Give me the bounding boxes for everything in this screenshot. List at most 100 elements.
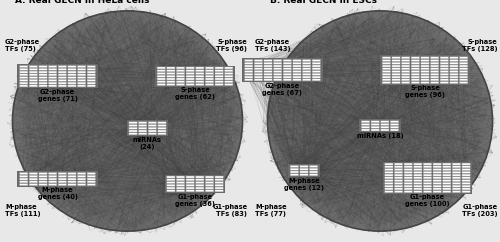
- FancyBboxPatch shape: [148, 133, 156, 135]
- FancyBboxPatch shape: [224, 83, 233, 85]
- FancyBboxPatch shape: [166, 70, 175, 72]
- FancyBboxPatch shape: [274, 65, 282, 67]
- FancyBboxPatch shape: [167, 187, 175, 189]
- FancyBboxPatch shape: [283, 79, 292, 81]
- FancyBboxPatch shape: [430, 62, 439, 64]
- FancyBboxPatch shape: [196, 78, 204, 80]
- FancyBboxPatch shape: [186, 83, 194, 85]
- FancyBboxPatch shape: [380, 126, 389, 128]
- FancyBboxPatch shape: [58, 79, 66, 81]
- FancyBboxPatch shape: [283, 65, 292, 67]
- FancyBboxPatch shape: [29, 74, 38, 76]
- FancyBboxPatch shape: [392, 57, 400, 59]
- Text: S-phase
TFs (96): S-phase TFs (96): [216, 39, 248, 53]
- Text: M-phase
genes (12): M-phase genes (12): [284, 178, 324, 191]
- FancyBboxPatch shape: [48, 74, 57, 76]
- Text: G1-phase
genes (100): G1-phase genes (100): [405, 195, 450, 207]
- FancyBboxPatch shape: [58, 173, 66, 174]
- FancyBboxPatch shape: [462, 169, 470, 171]
- FancyBboxPatch shape: [138, 124, 147, 127]
- FancyBboxPatch shape: [462, 174, 470, 176]
- FancyBboxPatch shape: [87, 178, 96, 180]
- FancyBboxPatch shape: [460, 68, 468, 70]
- Text: G2-phase
TFs (75): G2-phase TFs (75): [5, 39, 40, 53]
- FancyBboxPatch shape: [394, 177, 402, 179]
- Bar: [242, 58, 322, 82]
- FancyBboxPatch shape: [404, 166, 412, 168]
- FancyBboxPatch shape: [176, 70, 184, 72]
- FancyBboxPatch shape: [58, 77, 66, 79]
- FancyBboxPatch shape: [167, 179, 175, 181]
- FancyBboxPatch shape: [20, 66, 28, 68]
- FancyBboxPatch shape: [58, 178, 66, 180]
- FancyBboxPatch shape: [402, 62, 410, 64]
- FancyBboxPatch shape: [87, 181, 96, 183]
- FancyBboxPatch shape: [452, 185, 460, 187]
- FancyBboxPatch shape: [78, 85, 86, 87]
- FancyBboxPatch shape: [39, 178, 47, 180]
- FancyBboxPatch shape: [224, 70, 233, 72]
- FancyBboxPatch shape: [404, 177, 412, 179]
- FancyBboxPatch shape: [138, 130, 147, 132]
- FancyBboxPatch shape: [440, 62, 448, 64]
- FancyBboxPatch shape: [290, 168, 298, 170]
- FancyBboxPatch shape: [215, 176, 223, 178]
- Text: S-phase
genes (96): S-phase genes (96): [405, 85, 445, 98]
- FancyBboxPatch shape: [460, 79, 468, 81]
- FancyBboxPatch shape: [39, 173, 47, 174]
- FancyBboxPatch shape: [157, 67, 166, 69]
- FancyBboxPatch shape: [312, 71, 320, 73]
- FancyBboxPatch shape: [362, 123, 370, 125]
- FancyBboxPatch shape: [176, 182, 184, 183]
- FancyBboxPatch shape: [254, 71, 262, 73]
- FancyBboxPatch shape: [186, 67, 194, 69]
- FancyBboxPatch shape: [244, 73, 253, 75]
- FancyBboxPatch shape: [462, 188, 470, 190]
- FancyBboxPatch shape: [283, 73, 292, 75]
- FancyBboxPatch shape: [196, 75, 204, 77]
- FancyBboxPatch shape: [290, 166, 298, 167]
- FancyBboxPatch shape: [450, 76, 458, 78]
- FancyBboxPatch shape: [158, 130, 166, 132]
- FancyBboxPatch shape: [244, 71, 253, 73]
- FancyBboxPatch shape: [176, 184, 184, 186]
- FancyBboxPatch shape: [206, 83, 214, 85]
- FancyBboxPatch shape: [440, 82, 448, 83]
- FancyBboxPatch shape: [411, 68, 420, 70]
- FancyBboxPatch shape: [380, 121, 389, 123]
- FancyBboxPatch shape: [421, 71, 429, 73]
- Text: miRNAs (18): miRNAs (18): [356, 133, 404, 139]
- Bar: [18, 171, 98, 187]
- FancyBboxPatch shape: [414, 191, 422, 193]
- FancyBboxPatch shape: [39, 181, 47, 183]
- FancyBboxPatch shape: [442, 169, 451, 171]
- FancyBboxPatch shape: [215, 72, 223, 75]
- FancyBboxPatch shape: [442, 171, 451, 173]
- FancyBboxPatch shape: [302, 60, 310, 61]
- FancyBboxPatch shape: [382, 65, 390, 67]
- FancyBboxPatch shape: [78, 184, 86, 186]
- FancyBboxPatch shape: [215, 182, 223, 183]
- FancyBboxPatch shape: [402, 57, 410, 59]
- FancyBboxPatch shape: [433, 166, 442, 168]
- FancyBboxPatch shape: [390, 123, 398, 125]
- FancyBboxPatch shape: [78, 77, 86, 79]
- FancyBboxPatch shape: [58, 74, 66, 76]
- FancyBboxPatch shape: [206, 187, 214, 189]
- FancyBboxPatch shape: [421, 57, 429, 59]
- FancyBboxPatch shape: [411, 73, 420, 75]
- FancyBboxPatch shape: [215, 70, 223, 72]
- FancyBboxPatch shape: [411, 62, 420, 64]
- FancyBboxPatch shape: [394, 182, 402, 184]
- FancyBboxPatch shape: [414, 180, 422, 182]
- FancyBboxPatch shape: [414, 169, 422, 171]
- FancyBboxPatch shape: [176, 78, 184, 80]
- FancyBboxPatch shape: [414, 177, 422, 179]
- FancyBboxPatch shape: [20, 175, 28, 177]
- FancyBboxPatch shape: [450, 71, 458, 73]
- FancyBboxPatch shape: [176, 187, 184, 189]
- FancyBboxPatch shape: [264, 65, 272, 67]
- FancyBboxPatch shape: [29, 79, 38, 81]
- FancyBboxPatch shape: [157, 75, 166, 77]
- Bar: [382, 162, 472, 194]
